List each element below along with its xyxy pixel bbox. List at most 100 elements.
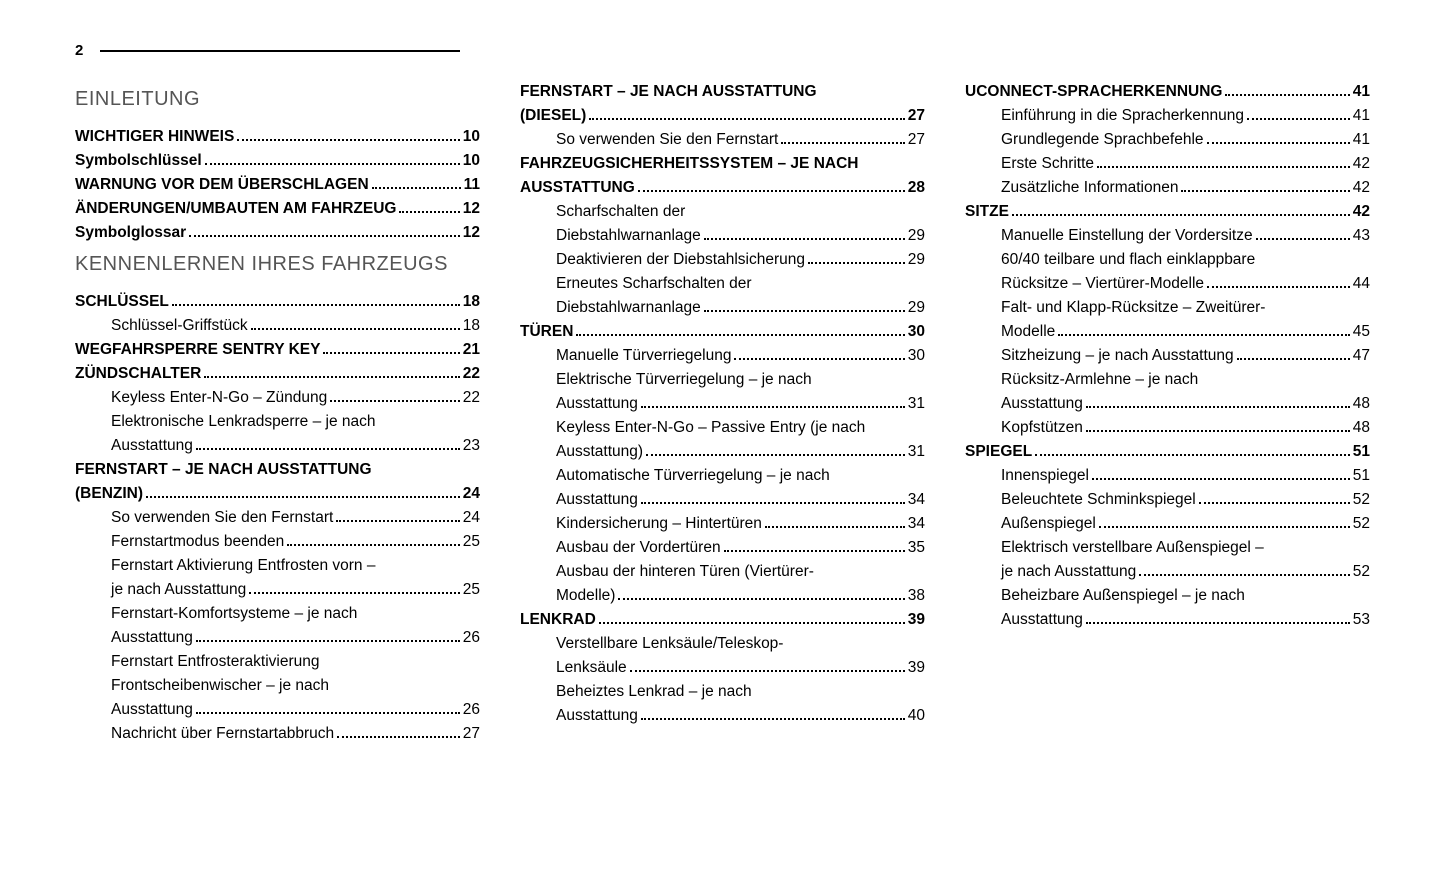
toc-entry-label: Beheiztes Lenkrad – je nach	[556, 680, 925, 704]
toc-entry: Ausbau der hinteren Türen (Viertürer-Mod…	[520, 560, 925, 608]
toc-entry: SPIEGEL51	[965, 440, 1370, 464]
toc-entry: Beheiztes Lenkrad – je nachAusstattung40	[520, 680, 925, 728]
dot-leader	[205, 151, 460, 165]
toc-entry-label: Ausstattung	[556, 488, 638, 512]
toc-entry-page: 52	[1353, 488, 1370, 512]
toc-entry: WEGFAHRSPERRE SENTRY KEY21	[75, 338, 480, 362]
toc-entry: 60/40 teilbare und flach einklappbareRüc…	[965, 248, 1370, 296]
toc-entry: Manuelle Türverriegelung30	[520, 344, 925, 368]
toc-entry: SITZE42	[965, 200, 1370, 224]
toc-entry: Keyless Enter-N-Go – Passive Entry (je n…	[520, 416, 925, 464]
toc-entry-label: Ausstattung	[111, 434, 193, 458]
toc-entry-label: Diebstahlwarnanlage	[556, 224, 701, 248]
toc-entry: Erste Schritte42	[965, 152, 1370, 176]
toc-entry: FERNSTART – JE NACH AUSSTATTUNG(DIESEL)2…	[520, 80, 925, 128]
dot-leader	[399, 199, 459, 213]
toc-entry: So verwenden Sie den Fernstart27	[520, 128, 925, 152]
toc-entry-page: 25	[463, 530, 480, 554]
toc-entry-page: 41	[1353, 104, 1370, 128]
toc-entry-page: 41	[1353, 128, 1370, 152]
toc-entry: Falt- und Klapp-Rücksitze – Zweitürer-Mo…	[965, 296, 1370, 344]
toc-entry-label: Einführung in die Spracherkennung	[965, 104, 1244, 128]
dot-leader	[576, 322, 904, 336]
toc-entry: Fernstart EntfrosteraktivierungFrontsche…	[75, 650, 480, 722]
toc-entry-label: ZÜNDSCHALTER	[75, 362, 201, 386]
toc-entry-label: 60/40 teilbare und flach einklappbare	[1001, 248, 1370, 272]
toc-entry-label: Elektronische Lenkradsperre – je nach	[111, 410, 480, 434]
dot-leader	[1099, 514, 1350, 528]
toc-entry-label: Erste Schritte	[965, 152, 1094, 176]
toc-entry-label: FAHRZEUGSICHERHEITSSYSTEM – JE NACH	[520, 152, 925, 176]
toc-entry-label: Grundlegende Sprachbefehle	[965, 128, 1204, 152]
toc-entry-label: Sitzheizung – je nach Ausstattung	[965, 344, 1234, 368]
toc-entry-page: 41	[1353, 80, 1370, 104]
toc-entry: Scharfschalten derDiebstahlwarnanlage29	[520, 200, 925, 248]
toc-entry-page: 51	[1353, 464, 1370, 488]
dot-leader	[1058, 322, 1349, 336]
toc-entry-label: Zusätzliche Informationen	[965, 176, 1178, 200]
toc-entry: Verstellbare Lenksäule/Teleskop-Lenksäul…	[520, 632, 925, 680]
toc-entry-label: (DIESEL)	[520, 104, 586, 128]
toc-entry-label: Kopfstützen	[965, 416, 1083, 440]
toc-entry-page: 24	[463, 506, 480, 530]
toc-entry-label: Erneutes Scharfschalten der	[556, 272, 925, 296]
toc-entry-page: 38	[908, 584, 925, 608]
section-heading: KENNENLERNEN IHRES FAHRZEUGS	[75, 253, 480, 276]
toc-entry-page: 51	[1353, 440, 1370, 464]
dot-leader	[1012, 202, 1350, 216]
toc-entry-page: 18	[463, 290, 480, 314]
toc-entry-page: 52	[1353, 512, 1370, 536]
toc-entry-label: Rücksitz-Armlehne – je nach	[1001, 368, 1370, 392]
dot-leader	[630, 658, 905, 672]
dot-leader	[1092, 466, 1350, 480]
dot-leader	[641, 706, 905, 720]
toc-entry: Beleuchtete Schminkspiegel 52	[965, 488, 1370, 512]
toc-entry-label: Ausstattung	[111, 626, 193, 650]
dot-leader	[808, 250, 905, 264]
toc-entry-label: Beleuchtete Schminkspiegel	[965, 488, 1196, 512]
toc-entry: Rücksitz-Armlehne – je nachAusstattung48	[965, 368, 1370, 416]
toc-entry-label: WICHTIGER HINWEIS	[75, 125, 234, 149]
dot-leader	[172, 292, 460, 306]
toc-entry-label: Falt- und Klapp-Rücksitze – Zweitürer-	[1001, 296, 1370, 320]
toc-entry-label: UCONNECT-SPRACHERKENNUNG	[965, 80, 1222, 104]
toc-entry: TÜREN30	[520, 320, 925, 344]
toc-entry: Keyless Enter-N-Go – Zündung22	[75, 386, 480, 410]
toc-entry: FAHRZEUGSICHERHEITSSYSTEM – JE NACHAUSST…	[520, 152, 925, 200]
toc-column: FERNSTART – JE NACH AUSSTATTUNG(DIESEL)2…	[520, 80, 925, 746]
dot-leader	[724, 538, 905, 552]
toc-entry-label: So verwenden Sie den Fernstart	[75, 506, 333, 530]
dot-leader	[599, 610, 905, 624]
dot-leader	[146, 484, 460, 498]
dot-leader	[638, 178, 905, 192]
dot-leader	[704, 298, 905, 312]
toc-entry-page: 27	[463, 722, 480, 746]
toc-entry: SCHLÜSSEL18	[75, 290, 480, 314]
toc-entry: Sitzheizung – je nach Ausstattung47	[965, 344, 1370, 368]
toc-entry-label: Fernstart-Komfortsysteme – je nach	[111, 602, 480, 626]
toc-column: UCONNECT-SPRACHERKENNUNG 41 Einführung in …	[965, 80, 1370, 746]
toc-entry: Ausbau der Vordertüren35	[520, 536, 925, 560]
toc-entry: UCONNECT-SPRACHERKENNUNG 41	[965, 80, 1370, 104]
toc-entry: Außenspiegel52	[965, 512, 1370, 536]
toc-entry: ÄNDERUNGEN/UMBAUTEN AM FAHRZEUG12	[75, 197, 480, 221]
toc-entry: Beheizbare Außenspiegel – je nachAusstat…	[965, 584, 1370, 632]
dot-leader	[1139, 562, 1349, 576]
dot-leader	[196, 436, 460, 450]
dot-leader	[249, 580, 459, 594]
toc-entry-page: 27	[908, 128, 925, 152]
toc-entry-label: Ausstattung	[556, 392, 638, 416]
dot-leader	[1247, 106, 1350, 120]
toc-entry-page: 24	[463, 482, 480, 506]
page-number: 2	[75, 42, 83, 59]
toc-entry-page: 10	[463, 149, 480, 173]
toc-entry: Innenspiegel 51	[965, 464, 1370, 488]
dot-leader	[196, 700, 460, 714]
dot-leader	[1207, 274, 1350, 288]
dot-leader	[337, 724, 460, 738]
toc-entry: Elektronische Lenkradsperre – je nachAus…	[75, 410, 480, 458]
toc-entry-label: Innenspiegel	[965, 464, 1089, 488]
toc-entry-page: 27	[908, 104, 925, 128]
toc-entry-page: 35	[908, 536, 925, 560]
toc-entry-label: Elektrische Türverriegelung – je nach	[556, 368, 925, 392]
